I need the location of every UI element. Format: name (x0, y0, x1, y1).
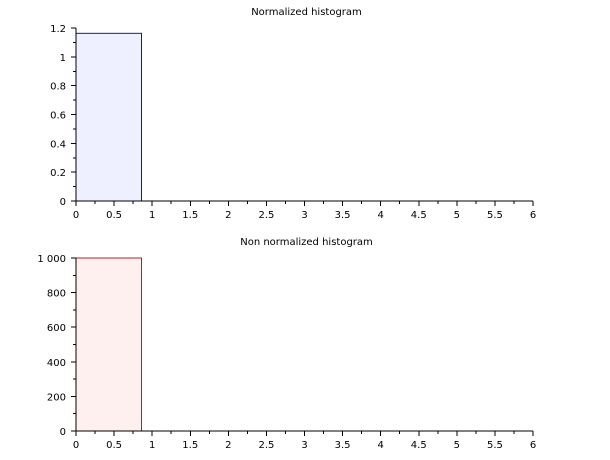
y-tick-label: 0 (60, 197, 66, 208)
x-tick-label: 1.5 (182, 440, 198, 451)
x-tick-label: 3.5 (335, 440, 351, 451)
y-tick-label: 400 (47, 358, 66, 369)
x-tick-label: 5.5 (487, 440, 503, 451)
normalized-histogram-panel: Normalized histogram 0 0.5 1 1.5 2 2.5 3 3.5 4 4.… (50, 7, 536, 221)
x-tick-label: 5 (454, 440, 460, 451)
x-tick-label: 1.5 (182, 210, 198, 221)
x-tick-label: 0.5 (106, 440, 122, 451)
x-tick-label: 3.5 (335, 210, 351, 221)
chart-title: Normalized histogram (251, 7, 362, 18)
x-tick-label: 4.5 (411, 210, 427, 221)
y-tick-label: 1 (60, 53, 66, 64)
y-tick-label: 1 000 (37, 254, 66, 265)
x-tick-label: 1 (149, 440, 155, 451)
x-tick-label: 3 (301, 210, 307, 221)
x-tick-label: 5 (454, 210, 460, 221)
x-tick-label: 0.5 (106, 210, 122, 221)
histogram-bar-0 (75, 257, 143, 432)
y-tick-label: 1.2 (50, 24, 66, 35)
y-tick-label: 800 (47, 289, 66, 300)
x-tick-label: 6 (530, 440, 536, 451)
x-tick-label: 4 (377, 440, 383, 451)
x-tick-label: 0 (73, 440, 79, 451)
x-tick-label: 5.5 (487, 210, 503, 221)
x-tick-label: 2.5 (258, 440, 274, 451)
x-tick-label: 1 (149, 210, 155, 221)
histogram-bar-0 (75, 32, 143, 202)
y-tick-label: 200 (47, 392, 66, 403)
x-tick-label: 4 (377, 210, 383, 221)
x-tick-label: 2.5 (258, 210, 274, 221)
x-tick-label: 2 (225, 210, 231, 221)
y-tick-label: 0.8 (50, 82, 66, 93)
x-tick-label: 3 (301, 440, 307, 451)
y-tick-label: 0.4 (50, 139, 66, 150)
x-tick-label: 2 (225, 440, 231, 451)
x-tick-label: 4.5 (411, 440, 427, 451)
x-tick-label: 0 (73, 210, 79, 221)
x-tick-label: 6 (530, 210, 536, 221)
chart-title: Non normalized histogram (240, 237, 373, 248)
non-normalized-histogram-panel: Non normalized histogram 0 0.5 1 1.5 2 2.5 3 3.… (37, 237, 536, 451)
y-tick-label: 600 (47, 323, 66, 334)
y-tick-label: 0 (60, 427, 66, 438)
y-tick-label: 0.6 (50, 111, 66, 122)
y-tick-label: 0.2 (50, 168, 66, 179)
